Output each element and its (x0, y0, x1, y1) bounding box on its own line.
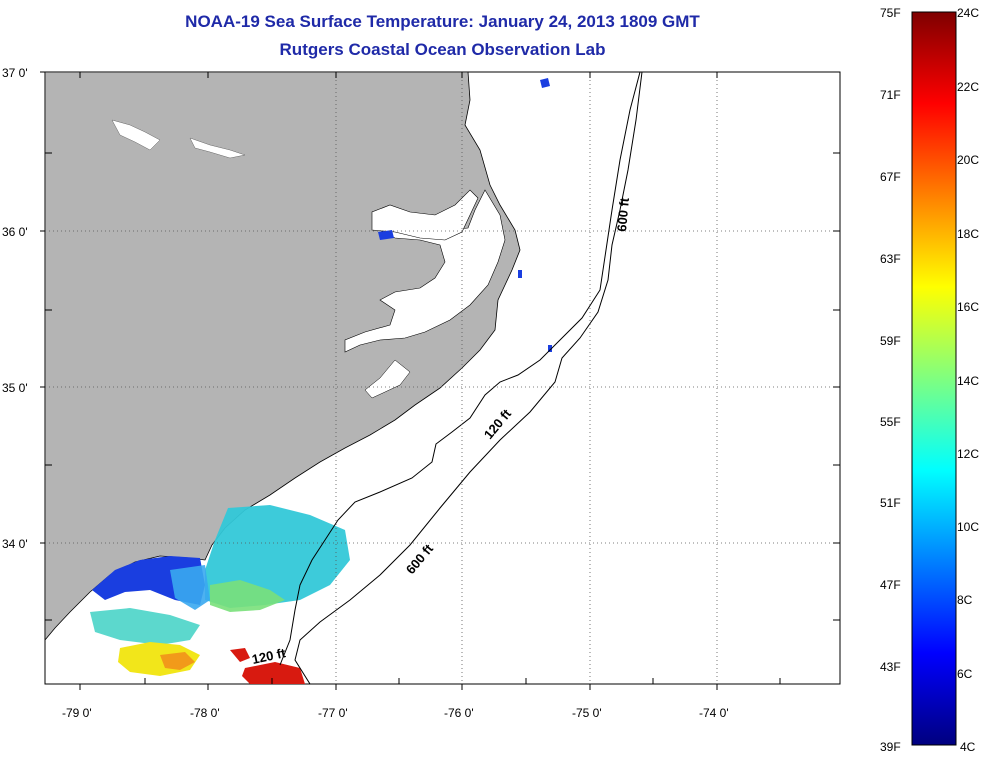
lake-2 (189, 137, 246, 159)
cb-f-55: 55F (880, 415, 901, 429)
cb-c-18: 18C (957, 227, 980, 241)
cb-c-4: 4C (960, 740, 976, 754)
cb-f-51: 51F (880, 496, 901, 510)
cb-f-43: 43F (880, 660, 901, 674)
cb-c-12: 12C (957, 447, 980, 461)
lat-label-35: 35 0' (2, 381, 28, 395)
cb-f-67: 67F (880, 170, 901, 184)
lon-label-75: -75 0' (572, 706, 602, 720)
cb-f-71: 71F (880, 88, 901, 102)
albemarle-sound (371, 189, 479, 241)
lon-label-74: -74 0' (699, 706, 729, 720)
lon-label-77: -77 0' (318, 706, 348, 720)
sst-swath-orange (160, 652, 195, 670)
cb-c-16: 16C (957, 300, 980, 314)
cb-c-20: 20C (957, 153, 980, 167)
lon-label-76: -76 0' (444, 706, 474, 720)
contour-label-120-south: 120 ft (251, 645, 288, 667)
cb-c-6: 6C (957, 667, 973, 681)
contour-label-600-north: 600 ft (614, 196, 632, 232)
cb-c-8: 8C (957, 593, 973, 607)
cb-f-75: 75F (880, 6, 901, 20)
sst-swath-lower (90, 608, 200, 645)
cb-c-22: 22C (957, 80, 980, 94)
lake (111, 119, 161, 151)
lat-label-34: 34 0' (2, 537, 28, 551)
cb-c-10: 10C (957, 520, 980, 534)
lon-label-78: -78 0' (190, 706, 220, 720)
cb-f-39: 39F (880, 740, 901, 754)
cb-f-47: 47F (880, 578, 901, 592)
contour-120ft (279, 72, 641, 666)
contour-600ft (294, 72, 643, 684)
cb-f-63: 63F (880, 252, 901, 266)
cb-c-14: 14C (957, 374, 980, 388)
map-title: NOAA-19 Sea Surface Temperature: January… (185, 12, 700, 31)
map-subtitle: Rutgers Coastal Ocean Observation Lab (279, 40, 606, 59)
sst-swath-red (230, 648, 305, 684)
lon-label-79: -79 0' (62, 706, 92, 720)
bay-sliver (364, 359, 411, 399)
cb-f-59: 59F (880, 334, 901, 348)
lat-label-36: 36 0' (2, 225, 28, 239)
sst-swath-green (210, 580, 285, 612)
colorbar (911, 11, 957, 746)
lat-label-37: 37 0' (2, 66, 28, 80)
cb-c-24: 24C (957, 6, 980, 20)
sst-swath-lightblue (170, 565, 210, 610)
